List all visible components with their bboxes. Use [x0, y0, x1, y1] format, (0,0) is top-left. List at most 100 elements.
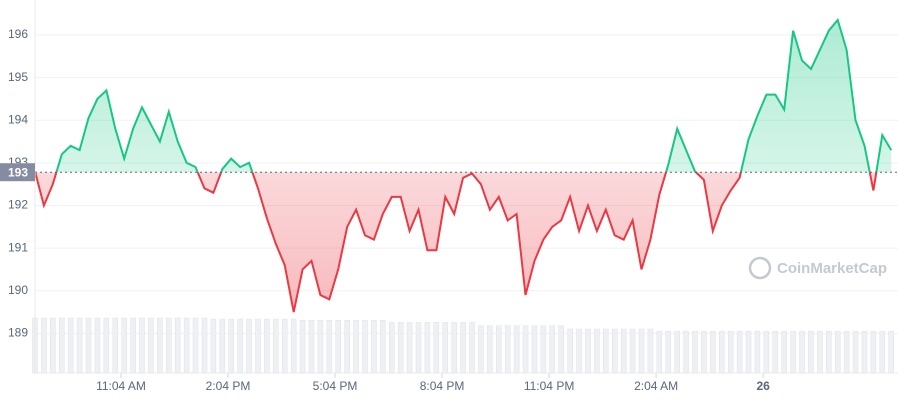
volume-bar	[139, 317, 145, 374]
volume-bar	[531, 325, 538, 374]
volume-bar	[522, 325, 529, 374]
volume-bar	[754, 330, 761, 374]
volume-bar	[335, 319, 341, 374]
baseline-label-box	[0, 163, 35, 182]
volume-bar	[478, 325, 484, 374]
watermark: CoinMarketCap	[748, 256, 887, 280]
volume-bar	[888, 330, 894, 374]
y-tick-label: 192	[8, 198, 28, 212]
volume-bar	[665, 330, 671, 374]
volume-bar	[246, 318, 252, 374]
volume-bar	[719, 330, 725, 374]
volume	[32, 317, 894, 374]
area-up	[35, 20, 892, 173]
x-tick-label: 5:04 PM	[313, 379, 358, 393]
volume-bar	[469, 322, 475, 374]
volume-bar	[166, 317, 172, 374]
volume-bar	[540, 325, 547, 374]
volume-bar	[380, 319, 386, 374]
y-tick-label: 196	[8, 27, 28, 41]
volume-bar	[504, 325, 511, 374]
volume-bar	[326, 319, 333, 374]
volume-bar	[424, 322, 431, 374]
volume-bar	[799, 330, 805, 374]
volume-bar	[290, 318, 297, 374]
volume-bar	[611, 328, 618, 374]
volume-bar	[219, 318, 226, 374]
volume-bar	[264, 318, 270, 374]
volume-bar	[415, 322, 422, 374]
volume-bar	[567, 328, 573, 374]
volume-bar	[594, 328, 600, 374]
volume-bar	[281, 318, 288, 374]
volume-bar	[59, 317, 65, 374]
volume-bar	[852, 330, 859, 374]
volume-bar	[781, 330, 787, 374]
volume-bar	[210, 318, 217, 374]
volume-bar	[433, 322, 440, 374]
volume-bar	[513, 325, 520, 374]
volume-bar	[201, 317, 208, 374]
volume-bar	[620, 328, 627, 374]
line-up	[34, 17, 893, 173]
baseline-label: 193	[8, 165, 28, 179]
volume-bar	[371, 319, 377, 374]
volume-bar	[94, 317, 101, 374]
volume-bar	[763, 330, 770, 374]
volume-bar	[772, 330, 779, 374]
volume-bar	[647, 328, 654, 374]
volume-bar	[237, 318, 243, 374]
volume-bar	[692, 330, 698, 374]
y-tick-label: 195	[8, 70, 28, 84]
volume-bar	[460, 322, 466, 374]
volume-bar	[76, 317, 83, 374]
volume-bar	[629, 328, 636, 374]
x-tick-label: 2:04 PM	[206, 379, 251, 393]
volume-bar	[130, 317, 136, 374]
x-tick-label: 11:04 AM	[96, 379, 146, 393]
volume-bar	[389, 322, 395, 374]
volume-bar	[638, 328, 645, 374]
volume-bar	[558, 325, 564, 374]
volume-bar	[255, 318, 261, 374]
volume-bar	[308, 319, 315, 374]
volume-bar	[397, 322, 404, 374]
volume-bar	[496, 325, 502, 374]
watermark-logo	[748, 256, 772, 280]
volume-bar	[50, 317, 56, 374]
volume-bar	[112, 317, 119, 374]
area-down	[35, 172, 877, 312]
x-tick-label: 2:04 AM	[634, 379, 678, 393]
volume-bar	[192, 317, 199, 374]
volume-bar	[683, 330, 689, 374]
volume-bar	[487, 325, 493, 374]
volume-bar	[790, 330, 796, 374]
volume-bar	[299, 319, 306, 374]
x-tick-label: 11:04 PM	[524, 379, 574, 393]
volume-bar	[834, 330, 841, 374]
volume-bar	[727, 330, 734, 374]
volume-bar	[870, 330, 877, 374]
volume-bar	[549, 325, 556, 374]
volume-bar	[406, 322, 413, 374]
volume-bar	[148, 317, 154, 374]
grid	[35, 34, 898, 378]
volume-bar	[228, 318, 234, 374]
volume-bar	[183, 317, 190, 374]
x-tick-label: 8:04 PM	[420, 379, 465, 393]
volume-bar	[174, 317, 181, 374]
x-tick-label: 26	[756, 379, 770, 393]
line-down	[34, 172, 878, 313]
volume-bar	[85, 317, 92, 374]
volume-bar	[817, 330, 823, 374]
volume-bar	[674, 330, 680, 374]
volume-bar	[585, 328, 591, 374]
volume-bar	[103, 317, 110, 374]
volume-bar	[656, 330, 663, 374]
volume-bar	[442, 322, 449, 374]
watermark-text: CoinMarketCap	[777, 260, 887, 277]
volume-bar	[576, 328, 582, 374]
volume-bar	[843, 330, 850, 374]
volume-bar	[861, 330, 868, 374]
